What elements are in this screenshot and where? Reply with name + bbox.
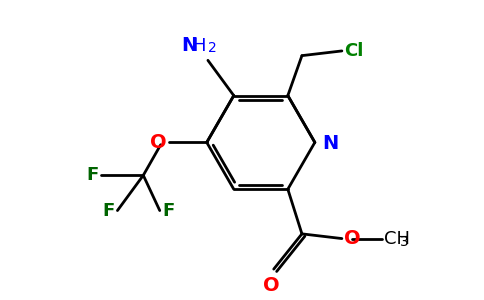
Text: N: N bbox=[322, 134, 338, 153]
Text: 2: 2 bbox=[208, 41, 217, 55]
Text: Cl: Cl bbox=[344, 42, 363, 60]
Text: O: O bbox=[263, 276, 280, 295]
Text: F: F bbox=[162, 202, 174, 220]
Text: F: F bbox=[103, 202, 115, 220]
Text: 3: 3 bbox=[400, 235, 408, 249]
Text: H: H bbox=[192, 37, 206, 55]
Text: CH: CH bbox=[384, 230, 410, 247]
Text: O: O bbox=[150, 133, 167, 152]
Text: F: F bbox=[86, 166, 99, 184]
Text: N: N bbox=[182, 36, 197, 55]
Text: O: O bbox=[344, 229, 361, 248]
